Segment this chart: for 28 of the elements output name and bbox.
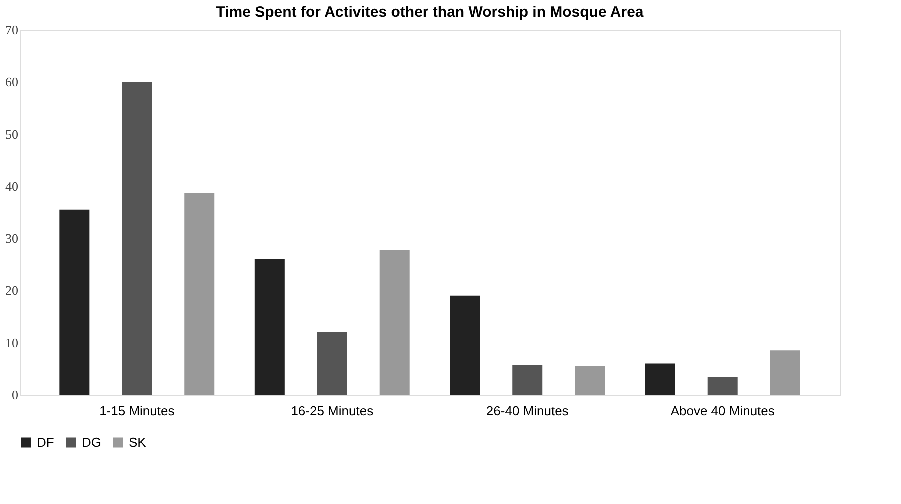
- x-tick-label: 1-15 Minutes: [100, 404, 176, 418]
- bar: [184, 193, 215, 395]
- bar: [254, 259, 285, 395]
- bar: [380, 250, 410, 395]
- chart-title: Time Spent for Activites other than Worship in Mosque Area: [216, 4, 644, 21]
- bar: [317, 332, 348, 395]
- x-tick-label: Above 40 Minutes: [670, 404, 776, 418]
- legend-label: DG: [82, 434, 102, 450]
- y-tick-label: 40: [6, 178, 18, 194]
- x-tick-label: 26-40 Minutes: [486, 404, 570, 418]
- bar: [575, 366, 606, 395]
- y-tick-label: 10: [6, 335, 18, 350]
- y-tick-label: 20: [6, 283, 18, 298]
- legend-label: DF: [37, 434, 54, 450]
- x-tick-label: 16-25 Minutes: [291, 404, 374, 418]
- bar: [450, 296, 480, 395]
- y-tick-label: 30: [6, 231, 18, 246]
- bar: [708, 377, 738, 395]
- bar: [512, 365, 543, 395]
- legend-label: SK: [129, 434, 147, 450]
- bar: [122, 82, 152, 395]
- bar: [645, 364, 676, 395]
- bar: [770, 350, 800, 395]
- y-tick-label: 0: [12, 388, 18, 402]
- bar: [60, 210, 90, 395]
- y-tick-label: 50: [6, 126, 18, 142]
- y-tick-label: 60: [6, 74, 18, 90]
- y-tick-label: 70: [6, 22, 18, 38]
